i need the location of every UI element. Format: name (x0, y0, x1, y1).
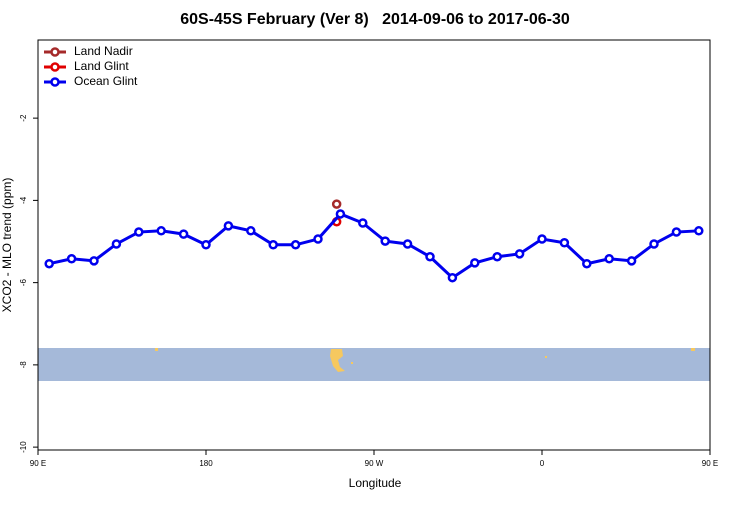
legend-marker (50, 62, 60, 72)
point (649, 239, 659, 249)
y-tick-label: -4 (19, 196, 28, 204)
point (290, 240, 301, 250)
point (559, 237, 570, 248)
point (223, 221, 234, 231)
point (582, 258, 592, 269)
point (201, 240, 211, 250)
legend-label: Land Nadir (74, 44, 133, 58)
point (313, 234, 323, 244)
point (470, 258, 480, 268)
point (156, 226, 166, 236)
point (537, 234, 547, 244)
land (691, 348, 695, 351)
point (425, 251, 435, 262)
point (178, 229, 189, 239)
land (155, 348, 158, 351)
point (626, 256, 637, 266)
point (694, 226, 704, 236)
series-line (48, 212, 699, 280)
point (89, 256, 99, 266)
point (66, 254, 77, 264)
y-tick-label: -2 (19, 114, 28, 122)
point (514, 249, 525, 259)
legend-label: Land Glint (74, 59, 129, 73)
point (380, 236, 390, 246)
x-tick-label: 0 (540, 459, 545, 468)
point (331, 199, 342, 209)
point (447, 272, 458, 283)
point (268, 240, 278, 250)
point (671, 227, 682, 237)
x-axis-label: Longitude (349, 476, 402, 490)
point (134, 227, 144, 237)
y-axis-label: XCO2 - MLO trend (ppm) (0, 178, 14, 313)
land (330, 349, 345, 372)
map-band (38, 348, 710, 381)
legend-marker (50, 77, 60, 87)
land (545, 356, 547, 358)
point (492, 251, 502, 262)
x-tick-label: 180 (199, 459, 213, 468)
x-tick-label: 90 E (702, 459, 718, 468)
legend-label: Ocean Glint (74, 74, 138, 88)
x-tick-label: 90 W (365, 459, 384, 468)
x-tick-label: 90 E (30, 459, 46, 468)
ocean-band (38, 348, 710, 381)
point (358, 218, 368, 228)
legend-marker (50, 47, 60, 57)
point (335, 209, 346, 219)
y-tick-label: -6 (19, 279, 28, 287)
land (351, 362, 353, 364)
plot-frame (37, 39, 711, 451)
point (44, 258, 54, 269)
point (111, 239, 122, 249)
y-tick-label: -8 (19, 361, 28, 369)
point (246, 226, 256, 236)
point (604, 254, 614, 264)
y-tick-label: -10 (19, 441, 28, 453)
point (402, 239, 413, 249)
chart-title: 60S-45S February (Ver 8) 2014-09-06 to 2… (180, 11, 570, 28)
